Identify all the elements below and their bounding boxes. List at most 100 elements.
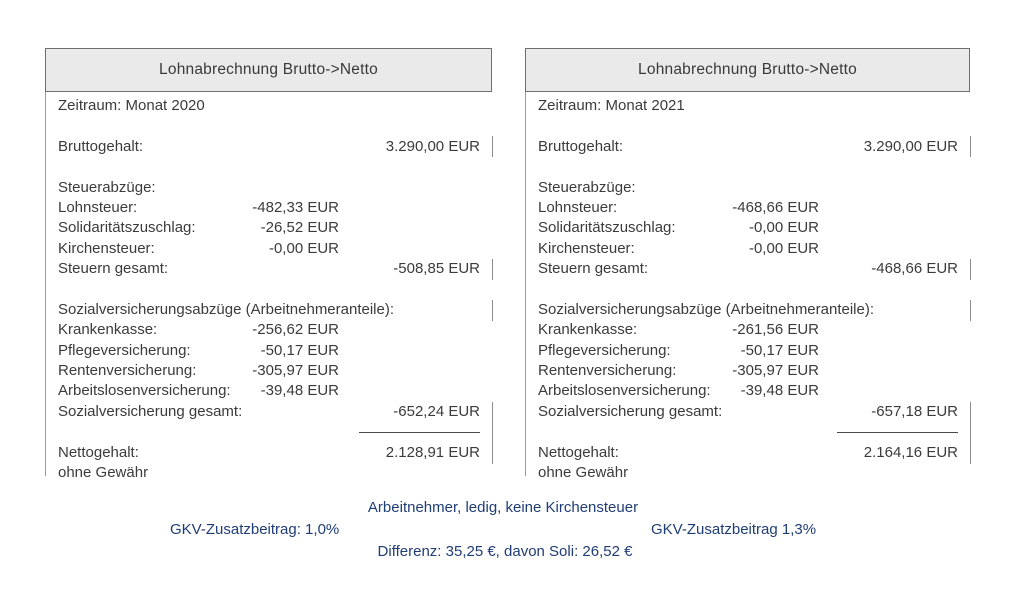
gross-row: Bruttogehalt: 3.290,00 EUR (58, 137, 480, 157)
row-value: -39,48 EUR (740, 382, 819, 400)
tax-section-row: Steuerabzüge: (58, 178, 480, 198)
panel-body-2020: Zeitraum: Monat 2020 Bruttogehalt: 3.290… (45, 92, 492, 481)
social-total-row: Sozialversicherung gesamt: -652,24 EUR (58, 402, 480, 422)
tax-row: Solidaritätszuschlag: -26,52 EUR (58, 218, 480, 238)
social-total-value: -657,18 EUR (871, 402, 958, 420)
gross-value: 3.290,00 EUR (863, 137, 958, 155)
tax-row: Lohnsteuer: -482,33 EUR (58, 198, 480, 218)
row-end-tick (970, 300, 971, 321)
row-label: Pflegeversicherung: (58, 341, 191, 359)
net-label: Nettogehalt: (58, 443, 139, 461)
social-row: Pflegeversicherung: -50,17 EUR (538, 341, 958, 361)
row-value: -39,48 EUR (260, 382, 339, 400)
annotation-gkv-line: GKV-Zusatzbeitrag: 1,0% GKV-Zusatzbeitra… (0, 519, 1024, 541)
row-end-tick (970, 402, 971, 464)
disclaimer-row: ohne Gewähr (58, 463, 480, 483)
tax-total-label: Steuern gesamt: (58, 260, 169, 278)
row-label: Solidaritätszuschlag: (58, 219, 196, 237)
tax-section-row: Steuerabzüge: (538, 178, 958, 198)
tax-row: Solidaritätszuschlag: -0,00 EUR (538, 218, 958, 238)
tax-total-value: -468,66 EUR (871, 260, 958, 278)
net-row: Nettogehalt: 2.128,91 EUR (58, 443, 480, 463)
social-total-label: Sozialversicherung gesamt: (538, 402, 723, 420)
row-label: Krankenkasse: (58, 321, 158, 339)
row-label: Krankenkasse: (538, 321, 638, 339)
row-value: -26,52 EUR (260, 219, 339, 237)
spacer-row (538, 116, 958, 136)
disclaimer-label: ohne Gewähr (538, 464, 629, 482)
spacer-row (538, 280, 958, 300)
annotation-gkv-2020: GKV-Zusatzbeitrag: 1,0% (170, 521, 340, 538)
row-value: -0,00 EUR (268, 239, 339, 257)
annotations: Arbeitnehmer, ledig, keine Kirchensteuer… (0, 497, 1024, 563)
disclaimer-row: ohne Gewähr (538, 463, 958, 483)
panel-body-2021: Zeitraum: Monat 2021 Bruttogehalt: 3.290… (525, 92, 970, 481)
row-value: -305,97 EUR (732, 362, 819, 380)
gross-row: Bruttogehalt: 3.290,00 EUR (538, 137, 958, 157)
tax-total-label: Steuern gesamt: (538, 260, 649, 278)
row-value: -0,00 EUR (748, 239, 819, 257)
row-value: -50,17 EUR (260, 341, 339, 359)
tax-row: Kirchensteuer: -0,00 EUR (58, 239, 480, 259)
social-section-label: Sozialversicherungsabzüge (Arbeitnehmera… (58, 300, 395, 318)
social-section-label: Sozialversicherungsabzüge (Arbeitnehmera… (538, 300, 875, 318)
panel-title-text: Lohnabrechnung Brutto->Netto (159, 61, 378, 78)
payroll-panel-2020: Lohnabrechnung Brutto->Netto Zeitraum: M… (45, 48, 493, 481)
annotation-difference: Differenz: 35,25 €, davon Soli: 26,52 € (377, 543, 633, 560)
gross-value: 3.290,00 EUR (385, 137, 480, 155)
spacer-row (58, 280, 480, 300)
row-value: -0,00 EUR (748, 219, 819, 237)
period-row: Zeitraum: Monat 2020 (58, 96, 480, 116)
tax-section-label: Steuerabzüge: (58, 178, 156, 196)
net-label: Nettogehalt: (538, 443, 619, 461)
row-end-tick (970, 259, 971, 280)
annotation-gkv-2021: GKV-Zusatzbeitrag 1,3% (651, 521, 817, 538)
row-end-tick (492, 300, 493, 321)
net-value: 2.128,91 EUR (385, 443, 480, 461)
spacer-row (538, 157, 958, 177)
social-row: Krankenkasse: -256,62 EUR (58, 320, 480, 340)
spacer-row (58, 157, 480, 177)
row-label: Arbeitslosenversicherung: (538, 382, 711, 400)
row-value: -305,97 EUR (252, 362, 339, 380)
sum-rule-row (538, 422, 958, 442)
row-value: -50,17 EUR (740, 341, 819, 359)
panel-title-text: Lohnabrechnung Brutto->Netto (638, 61, 857, 78)
tax-total-value: -508,85 EUR (393, 260, 480, 278)
panel-title-2020: Lohnabrechnung Brutto->Netto (45, 48, 492, 92)
tax-total-row: Steuern gesamt: -468,66 EUR (538, 259, 958, 279)
panel-title-2021: Lohnabrechnung Brutto->Netto (525, 48, 970, 92)
row-label: Rentenversicherung: (538, 362, 677, 380)
row-label: Kirchensteuer: (58, 239, 155, 257)
row-value: -256,62 EUR (252, 321, 339, 339)
tax-section-label: Steuerabzüge: (538, 178, 636, 196)
social-row: Arbeitslosenversicherung: -39,48 EUR (538, 381, 958, 401)
row-label: Arbeitslosenversicherung: (58, 382, 231, 400)
social-total-value: -652,24 EUR (393, 402, 480, 420)
row-label: Solidaritätszuschlag: (538, 219, 676, 237)
social-row: Rentenversicherung: -305,97 EUR (538, 361, 958, 381)
annotation-profile: Arbeitnehmer, ledig, keine Kirchensteuer (367, 499, 639, 516)
sum-rule-row (58, 422, 480, 442)
row-end-tick (970, 136, 971, 157)
tax-row: Kirchensteuer: -0,00 EUR (538, 239, 958, 259)
spacer-row (58, 116, 480, 136)
row-value: -468,66 EUR (732, 198, 819, 216)
gross-mid (723, 137, 819, 157)
row-value: -482,33 EUR (252, 198, 339, 216)
row-end-tick (492, 136, 493, 157)
gross-mid (243, 137, 339, 157)
social-row: Pflegeversicherung: -50,17 EUR (58, 341, 480, 361)
net-row: Nettogehalt: 2.164,16 EUR (538, 443, 958, 463)
sum-rule (837, 432, 958, 434)
row-label: Rentenversicherung: (58, 362, 197, 380)
tax-row: Lohnsteuer: -468,66 EUR (538, 198, 958, 218)
social-section-row: Sozialversicherungsabzüge (Arbeitnehmera… (538, 300, 958, 320)
social-row: Arbeitslosenversicherung: -39,48 EUR (58, 381, 480, 401)
period-label: Zeitraum: Monat 2020 (58, 97, 205, 114)
row-value: -261,56 EUR (732, 321, 819, 339)
row-end-tick (492, 402, 493, 464)
sum-rule (359, 432, 480, 434)
tax-total-row: Steuern gesamt: -508,85 EUR (58, 259, 480, 279)
